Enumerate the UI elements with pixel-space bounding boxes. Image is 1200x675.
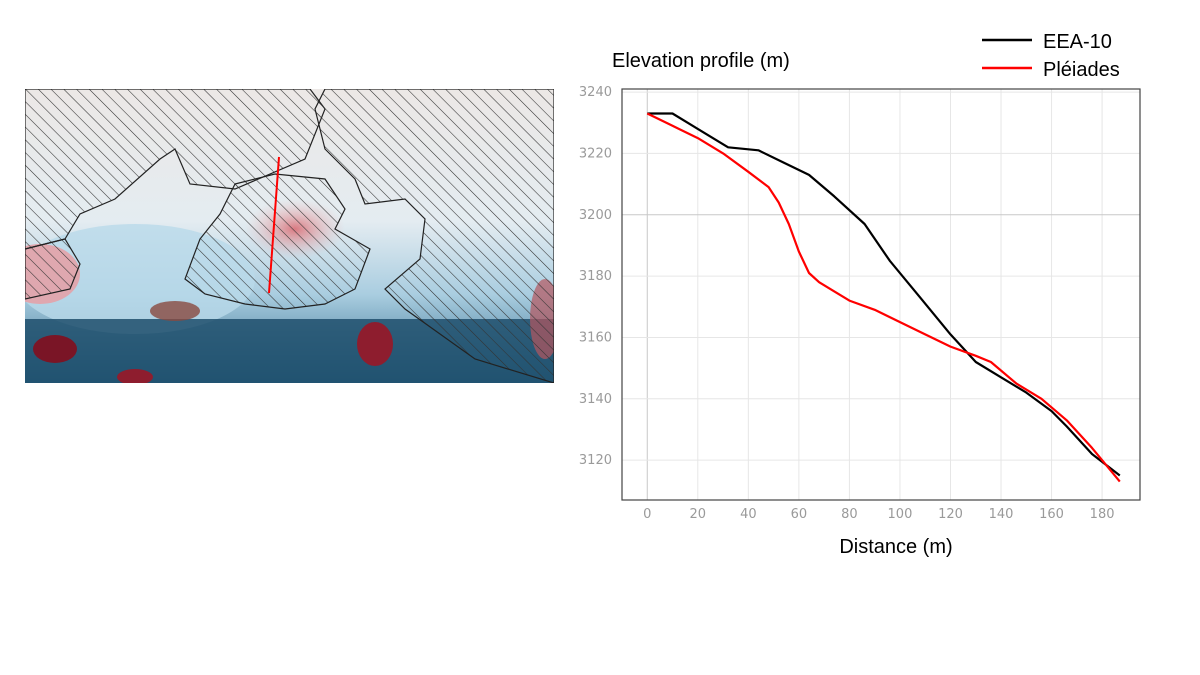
y-tick-label: 3120 bbox=[579, 453, 612, 468]
y-tick-label: 3240 bbox=[579, 85, 612, 100]
x-tick-label: 40 bbox=[740, 507, 757, 522]
map-hatched-area-west bbox=[25, 238, 81, 300]
x-tick-label: 160 bbox=[1039, 507, 1064, 522]
x-tick-labels: 0 20 40 60 80 100 120 140 160 180 bbox=[643, 507, 1114, 522]
x-tick-label: 0 bbox=[643, 507, 651, 522]
grid-layer bbox=[622, 89, 1140, 500]
elevation-difference-map bbox=[25, 89, 554, 383]
map-svg bbox=[25, 89, 554, 383]
y-tick-label: 3160 bbox=[579, 330, 612, 345]
legend-label-eea-10: EEA-10 bbox=[1043, 31, 1112, 53]
y-tick-labels: 3120 3140 3160 3180 3200 3220 3240 bbox=[579, 85, 612, 468]
x-tick-label: 80 bbox=[841, 507, 858, 522]
x-axis-label: Distance (m) bbox=[839, 536, 952, 558]
series-line-eea-10 bbox=[647, 112, 1121, 477]
series-layer bbox=[646, 112, 1121, 483]
series-line-pleiades bbox=[646, 112, 1121, 483]
map-dark-red-patch-1 bbox=[33, 335, 77, 363]
y-tick-label: 3200 bbox=[579, 208, 612, 223]
x-tick-label: 100 bbox=[888, 507, 913, 522]
x-tick-label: 180 bbox=[1090, 507, 1115, 522]
map-dark-red-patch-3 bbox=[117, 369, 153, 383]
legend: EEA-10 Pléiades bbox=[982, 31, 1120, 81]
y-tick-label: 3140 bbox=[579, 392, 612, 407]
x-tick-label: 140 bbox=[989, 507, 1014, 522]
map-hatched-area-center bbox=[184, 173, 371, 310]
y-tick-label: 3180 bbox=[579, 269, 612, 284]
map-dark-red-patch-2 bbox=[357, 322, 393, 366]
map-dark-red-patch-4 bbox=[150, 301, 200, 321]
y-tick-label: 3220 bbox=[579, 146, 612, 161]
map-hatched-area-east bbox=[314, 89, 554, 383]
profile-line bbox=[268, 156, 280, 294]
x-tick-label: 20 bbox=[690, 507, 707, 522]
y-axis-label: Elevation profile (m) bbox=[612, 50, 790, 72]
x-tick-label: 60 bbox=[791, 507, 808, 522]
plot-frame bbox=[621, 88, 1141, 501]
x-tick-label: 120 bbox=[938, 507, 963, 522]
legend-label-pleiades: Pléiades bbox=[1043, 59, 1120, 81]
